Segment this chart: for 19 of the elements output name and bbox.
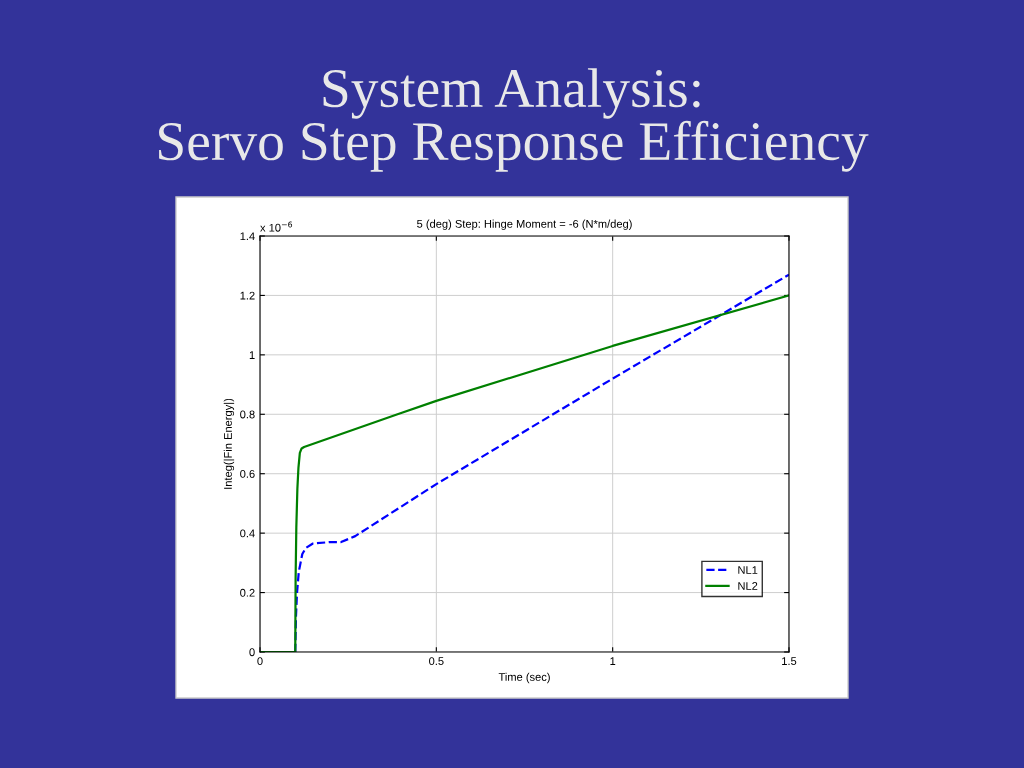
text: x 10$^{−6}$	[260, 221, 293, 232]
y-tick-label: 0.2	[240, 588, 255, 597]
y-tick-label: 0	[249, 648, 255, 657]
x-tick-label: 1	[610, 657, 616, 665]
chart-title: System Analysis: Servo Step Response Efficiency	[159, 68, 869, 172]
legend-label: NL2	[738, 582, 758, 590]
x-tick-label: 0.5	[429, 657, 444, 666]
x-tick-label: 1.5	[782, 657, 797, 666]
y-tick-label: 1.2	[240, 291, 255, 300]
y-tick-label: 1.4	[240, 232, 255, 241]
y-axis-title: Integ(|Fin Energy|)	[223, 398, 235, 489]
y-tick-label: 1	[249, 351, 255, 359]
legend-label: NL1	[738, 566, 758, 574]
x-tick-label: 0	[257, 657, 263, 666]
y-tick-label: 0.4	[240, 529, 255, 538]
y-tick-label: 0.8	[240, 410, 255, 419]
chart-subtitle: 5 (deg) Step: Hinge Moment = -6 (N*m/deg)	[417, 219, 632, 230]
y-tick-label: 0.6	[240, 469, 255, 478]
x-axis-title: Time (sec)	[498, 672, 550, 684]
